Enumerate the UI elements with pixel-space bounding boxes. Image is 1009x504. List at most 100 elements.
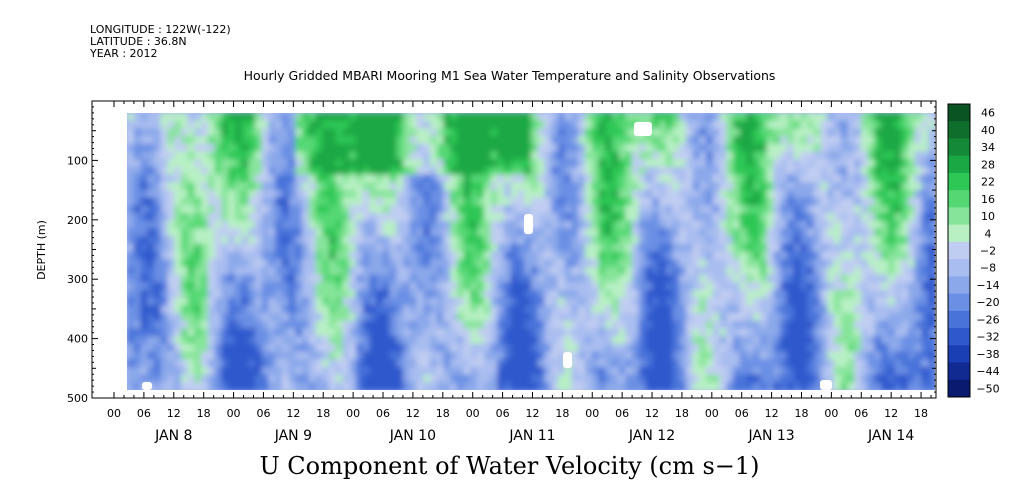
heatmap-cell xyxy=(813,151,822,161)
heatmap-cell xyxy=(874,197,883,207)
heatmap-cell xyxy=(834,236,842,246)
heatmap-cell xyxy=(362,374,371,384)
heatmap-cell xyxy=(739,359,748,369)
heatmap-cell xyxy=(531,266,539,276)
heatmap-cell xyxy=(483,366,492,376)
heatmap-cell xyxy=(564,159,573,169)
heatmap-cell xyxy=(658,189,667,199)
heatmap-cell xyxy=(268,313,277,322)
heatmap-cell xyxy=(409,236,418,246)
heatmap-cell xyxy=(147,351,156,361)
heatmap-cell xyxy=(450,259,459,269)
heatmap-cell xyxy=(652,113,661,122)
colorbar-swatch xyxy=(948,276,970,295)
heatmap-cell xyxy=(207,328,216,338)
heatmap-cell xyxy=(362,328,371,338)
heatmap-cell xyxy=(786,313,795,322)
heatmap-cell xyxy=(672,351,681,361)
heatmap-cell xyxy=(658,220,667,230)
heatmap-cell xyxy=(834,366,842,376)
heatmap-cell xyxy=(679,128,688,138)
heatmap-cell xyxy=(658,143,667,153)
heatmap-cell xyxy=(928,243,935,253)
heatmap-cell xyxy=(753,359,762,369)
heatmap-cell xyxy=(416,351,425,361)
heatmap-cell xyxy=(766,213,775,222)
heatmap-cell xyxy=(369,166,378,176)
heatmap-cell xyxy=(241,274,250,284)
heatmap-cell xyxy=(382,143,391,153)
heatmap-cell xyxy=(382,259,391,269)
heatmap-cell xyxy=(497,343,506,353)
heatmap-cell xyxy=(127,359,135,369)
heatmap-cell xyxy=(174,205,183,215)
heatmap-cell xyxy=(531,366,539,376)
heatmap-cell xyxy=(928,159,935,169)
heatmap-cell xyxy=(443,189,452,199)
heatmap-cell xyxy=(591,305,600,315)
heatmap-cell xyxy=(652,120,661,130)
heatmap-cell xyxy=(167,189,176,199)
heatmap-cell xyxy=(362,113,371,122)
heatmap-cell xyxy=(329,320,337,330)
heatmap-cell xyxy=(921,313,930,322)
heatmap-cell xyxy=(726,336,735,346)
heatmap-cell xyxy=(672,328,681,338)
heatmap-cell xyxy=(834,374,842,384)
heatmap-cell xyxy=(692,259,701,269)
heatmap-cell xyxy=(632,343,640,353)
heatmap-cell xyxy=(921,228,930,238)
heatmap-cell xyxy=(699,320,708,330)
heatmap-cell xyxy=(308,174,317,184)
heatmap-cell xyxy=(396,143,405,153)
heatmap-cell xyxy=(335,174,344,184)
heatmap-cell xyxy=(281,243,290,253)
heatmap-cell xyxy=(813,205,822,215)
heatmap-cell xyxy=(403,159,411,169)
heatmap-cell xyxy=(127,266,135,276)
heatmap-cell xyxy=(140,374,149,384)
heatmap-cell xyxy=(719,189,728,199)
heatmap-cell xyxy=(234,189,243,199)
heatmap-cell xyxy=(228,182,236,192)
heatmap-cell xyxy=(813,136,822,145)
heatmap-cell xyxy=(652,189,661,199)
heatmap-cell xyxy=(699,166,708,176)
heatmap-cell xyxy=(840,213,849,222)
heatmap-cell xyxy=(153,274,162,284)
heatmap-cell xyxy=(807,336,815,346)
heatmap-cell xyxy=(652,220,661,230)
heatmap-cell xyxy=(423,236,432,246)
heatmap-cell xyxy=(887,351,896,361)
heatmap-cell xyxy=(827,151,836,161)
heatmap-cell xyxy=(490,343,499,353)
heatmap-cell xyxy=(834,313,842,322)
heatmap-cell xyxy=(254,282,263,292)
heatmap-cell xyxy=(423,197,432,207)
heatmap-cell xyxy=(295,205,304,215)
heatmap-cell xyxy=(692,313,701,322)
heatmap-cell xyxy=(921,320,930,330)
heatmap-cell xyxy=(362,128,371,138)
heatmap-cell xyxy=(854,128,863,138)
heatmap-cell xyxy=(463,113,472,122)
heatmap-cell xyxy=(847,374,856,384)
heatmap-cell xyxy=(537,382,546,390)
heatmap-cell xyxy=(679,220,688,230)
heatmap-cell xyxy=(483,143,492,153)
heatmap-cell xyxy=(430,374,438,384)
heatmap-cell xyxy=(403,313,411,322)
heatmap-cell xyxy=(578,136,587,145)
heatmap-cell xyxy=(221,289,230,299)
heatmap-cell xyxy=(436,374,445,384)
heatmap-cell xyxy=(281,166,290,176)
heatmap-cell xyxy=(759,120,768,130)
heatmap-cell xyxy=(551,320,560,330)
heatmap-cell xyxy=(174,113,183,122)
heatmap-cell xyxy=(632,305,640,315)
heatmap-cell xyxy=(753,228,762,238)
heatmap-cell xyxy=(564,320,573,330)
heatmap-cell xyxy=(699,305,708,315)
heatmap-cell xyxy=(706,166,714,176)
heatmap-cell xyxy=(679,159,688,169)
